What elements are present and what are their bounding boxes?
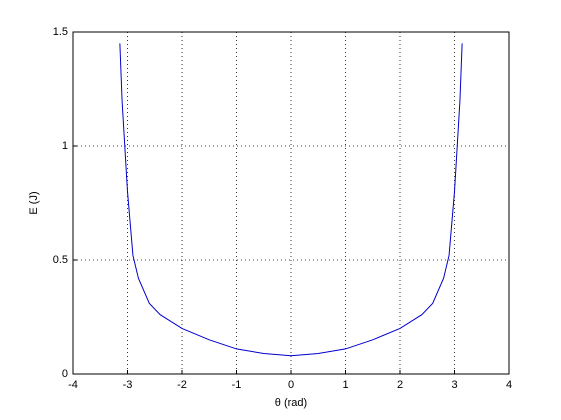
x-tick-label: 3	[451, 379, 457, 391]
x-tick-label: 0	[288, 379, 294, 391]
x-tick-label: -4	[68, 379, 78, 391]
x-tick-label: -3	[123, 379, 133, 391]
y-tick-label: 1.5	[53, 26, 68, 38]
x-tick-label: 4	[506, 379, 512, 391]
x-tick-label: 2	[397, 379, 403, 391]
x-tick-label: -1	[232, 379, 242, 391]
plot-area	[73, 32, 509, 374]
x-tick-label: -2	[177, 379, 187, 391]
plot-frame	[72, 31, 510, 375]
data-line	[119, 43, 463, 357]
y-tick-label: 0.5	[53, 254, 68, 266]
y-tick-label: 0	[62, 368, 68, 380]
y-tick-label: 1	[62, 140, 68, 152]
x-tick-label: 1	[342, 379, 348, 391]
x-axis-label: θ (rad)	[275, 397, 307, 409]
y-axis-label: E (J)	[28, 191, 40, 214]
